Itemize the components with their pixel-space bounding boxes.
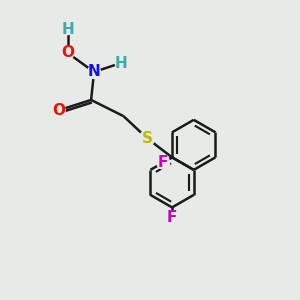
Circle shape — [52, 104, 65, 117]
Text: O: O — [61, 45, 74, 60]
Text: H: H — [114, 56, 127, 70]
Text: S: S — [142, 131, 153, 146]
Circle shape — [140, 130, 155, 146]
Circle shape — [166, 211, 178, 224]
Text: O: O — [52, 103, 65, 118]
Circle shape — [61, 46, 74, 59]
Circle shape — [157, 156, 169, 169]
Text: F: F — [158, 155, 168, 170]
Text: N: N — [88, 64, 100, 80]
Text: F: F — [167, 210, 177, 225]
Circle shape — [62, 24, 73, 34]
Circle shape — [88, 65, 100, 78]
Text: H: H — [61, 22, 74, 37]
Circle shape — [115, 58, 126, 68]
